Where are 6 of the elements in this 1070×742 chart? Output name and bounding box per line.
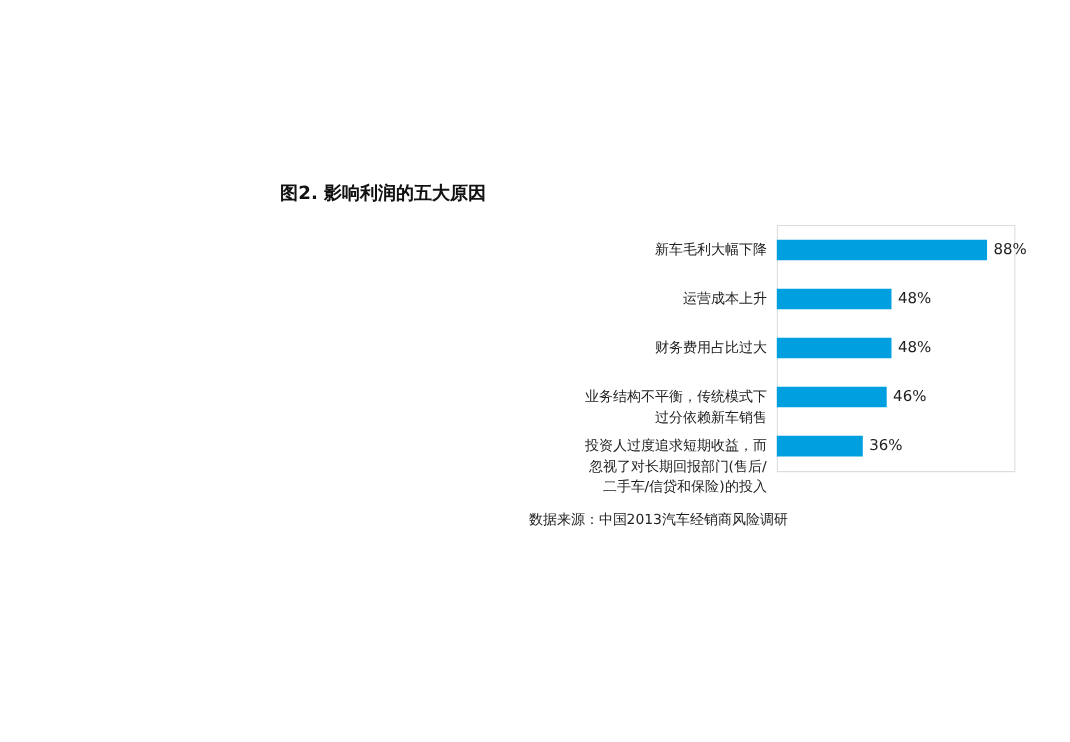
bar xyxy=(776,435,863,457)
bar xyxy=(776,239,988,261)
bar xyxy=(776,337,892,359)
bar xyxy=(776,288,892,310)
bar xyxy=(776,386,887,408)
text: 图2. 影响利润的五大原因 xyxy=(280,183,487,206)
